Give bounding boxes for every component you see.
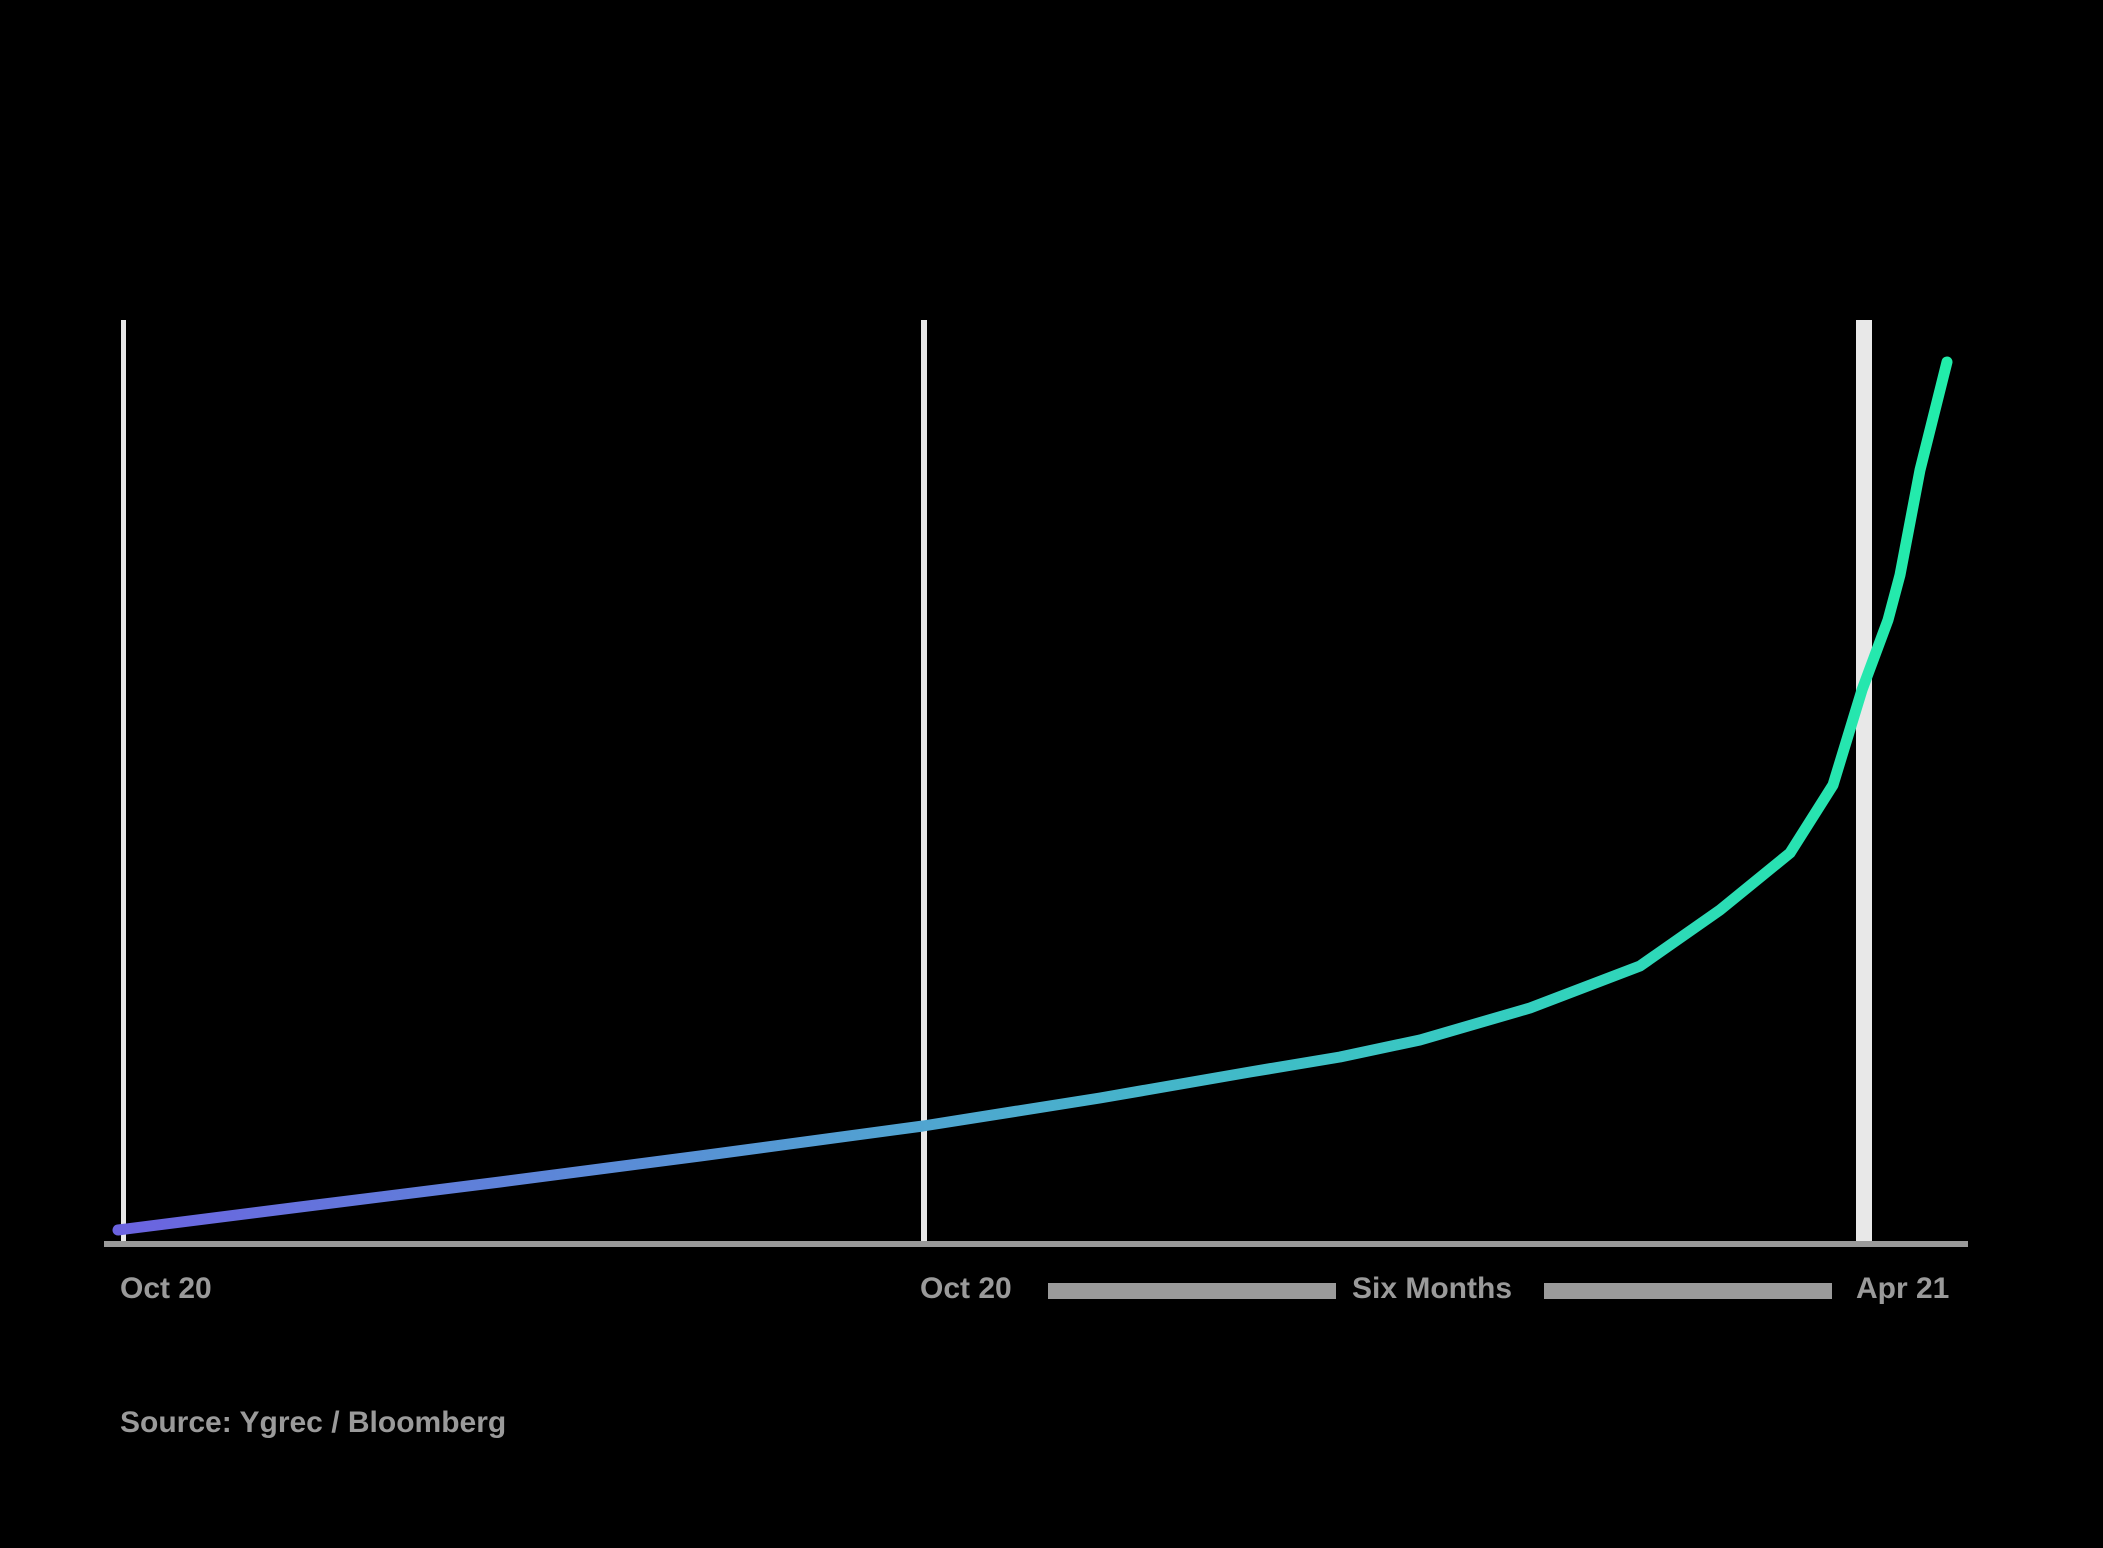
marker-line-start	[121, 320, 126, 1244]
span-dash-right	[1544, 1283, 1832, 1299]
span-dash-left	[1048, 1283, 1336, 1299]
marker-line-end	[1856, 320, 1872, 1244]
x-tick-label-start: Oct 20	[120, 1272, 212, 1305]
marker-line-mid	[921, 320, 927, 1244]
source-note: Source: Ygrec / Bloomberg	[120, 1406, 507, 1439]
x-tick-label-mid: Oct 20	[920, 1272, 1012, 1305]
data-series-line	[112, 356, 1953, 1236]
span-label: Six Months	[1352, 1272, 1513, 1305]
x-tick-label-end: Apr 21	[1856, 1272, 1950, 1305]
x-axis-baseline	[104, 1241, 1968, 1247]
